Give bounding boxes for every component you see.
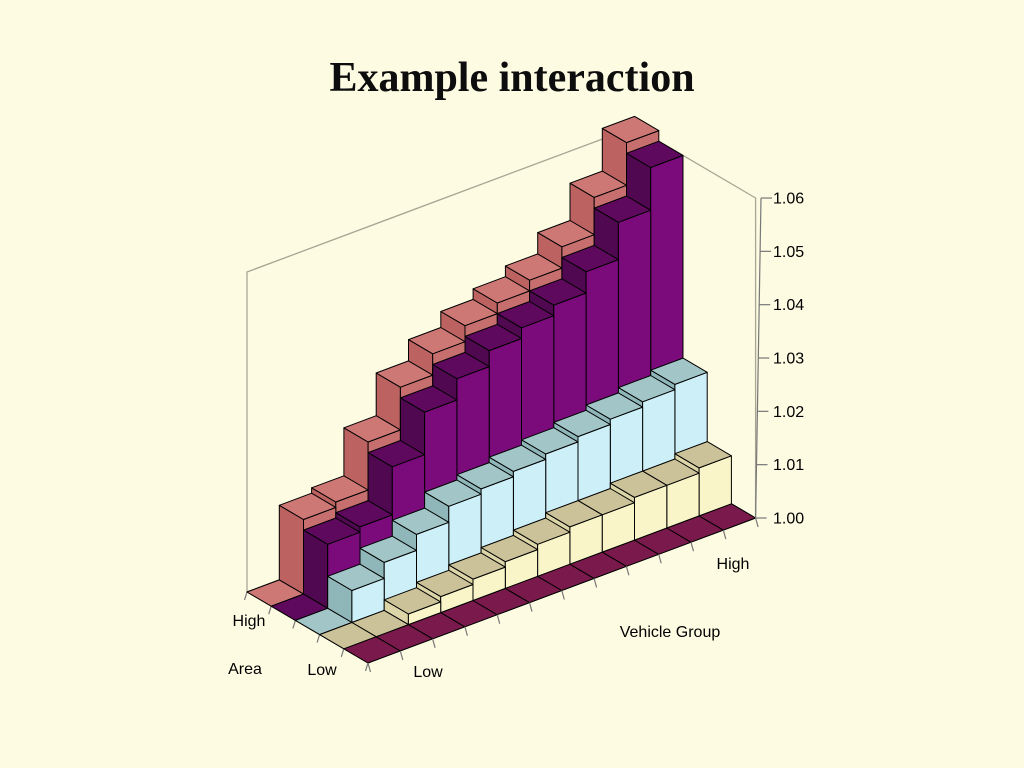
bar-top-face bbox=[343, 415, 401, 443]
bar-top-face bbox=[424, 479, 482, 507]
value-axis-tick-label: 1.04 bbox=[773, 297, 804, 314]
bar-side-face bbox=[278, 504, 304, 595]
bar-top-face bbox=[432, 351, 490, 380]
bar-top-face bbox=[440, 298, 498, 327]
bar-top-face bbox=[327, 563, 385, 591]
bar-top-face bbox=[319, 622, 377, 650]
category-axis-tick bbox=[561, 590, 565, 600]
category-axis-tick bbox=[722, 529, 727, 540]
bar-top-face bbox=[512, 517, 571, 545]
bar-top-face bbox=[416, 569, 474, 598]
bar-top-face bbox=[537, 220, 595, 248]
bar-top-face bbox=[303, 517, 361, 545]
category-axis-tick bbox=[432, 638, 436, 648]
bar-top-face bbox=[472, 276, 531, 304]
value-axis-tick-label: 1.01 bbox=[773, 457, 804, 474]
depth-axis-low-label: Low bbox=[307, 662, 337, 679]
category-axis-tick bbox=[528, 602, 533, 612]
depth-axis-tick bbox=[316, 634, 321, 643]
bar-top-face bbox=[626, 140, 684, 168]
bar-top-face bbox=[335, 500, 393, 528]
bar-top-face bbox=[399, 385, 458, 413]
bar-top-face bbox=[545, 500, 603, 528]
category-axis-tick bbox=[690, 542, 695, 552]
bar-top-face bbox=[448, 552, 506, 580]
bar-top-face bbox=[488, 444, 547, 472]
slide-title: Example interaction bbox=[329, 55, 695, 101]
category-axis-tick bbox=[464, 626, 468, 636]
depth-axis-title: Area bbox=[228, 661, 262, 678]
bar-top-face bbox=[456, 462, 514, 490]
bar-top-face bbox=[593, 195, 652, 223]
bar-top-face bbox=[375, 360, 434, 388]
bar-top-face bbox=[521, 427, 579, 455]
bar-top-face bbox=[408, 327, 466, 355]
bar-top-face bbox=[311, 475, 369, 503]
category-axis-tick bbox=[367, 662, 372, 673]
depth-axis-tick bbox=[243, 591, 248, 601]
category-axis-title: Vehicle Group bbox=[620, 624, 721, 641]
depth-axis-tick bbox=[268, 606, 272, 615]
value-axis-tick-label: 1.02 bbox=[773, 404, 804, 421]
category-axis-tick bbox=[755, 517, 759, 528]
bar-top-face bbox=[464, 323, 522, 352]
bar-top-face bbox=[601, 115, 660, 144]
bar-top-face bbox=[278, 492, 337, 520]
value-axis-tick-label: 1.03 bbox=[773, 351, 804, 368]
bar-top-face bbox=[609, 470, 668, 498]
bar-top-face bbox=[561, 244, 619, 273]
value-axis-tick-label: 1.05 bbox=[773, 244, 804, 261]
depth-axis-high-label: High bbox=[233, 613, 266, 630]
bar-top-face bbox=[391, 507, 450, 535]
bar-top-face bbox=[496, 301, 555, 329]
bar-top-face bbox=[553, 409, 611, 438]
value-axis-tick-label: 1.06 bbox=[773, 191, 804, 208]
category-axis-high-label: High bbox=[717, 556, 750, 573]
bar-top-face bbox=[529, 278, 587, 306]
category-axis-tick bbox=[593, 578, 598, 588]
depth-axis-tick bbox=[364, 662, 369, 672]
category-axis-tick bbox=[625, 566, 630, 576]
bar-top-face bbox=[383, 587, 442, 615]
category-axis-tick bbox=[399, 650, 404, 661]
depth-axis-tick bbox=[292, 620, 296, 629]
bar-top-face bbox=[585, 392, 644, 420]
bar-top-face bbox=[617, 375, 676, 403]
bar-top-face bbox=[367, 440, 426, 468]
bar-top-face bbox=[359, 535, 417, 563]
depth-axis-tick bbox=[340, 648, 345, 657]
category-axis-tick bbox=[496, 614, 501, 624]
bar-top-face bbox=[674, 441, 732, 469]
bar-top-face bbox=[480, 534, 539, 563]
category-axis-low-label: Low bbox=[413, 664, 443, 681]
bar-top-face bbox=[569, 170, 627, 198]
bar-top-face bbox=[650, 357, 708, 385]
value-axis-tick-label: 1.00 bbox=[773, 511, 804, 528]
category-axis-tick bbox=[658, 554, 662, 564]
bar-top-face bbox=[504, 253, 563, 281]
